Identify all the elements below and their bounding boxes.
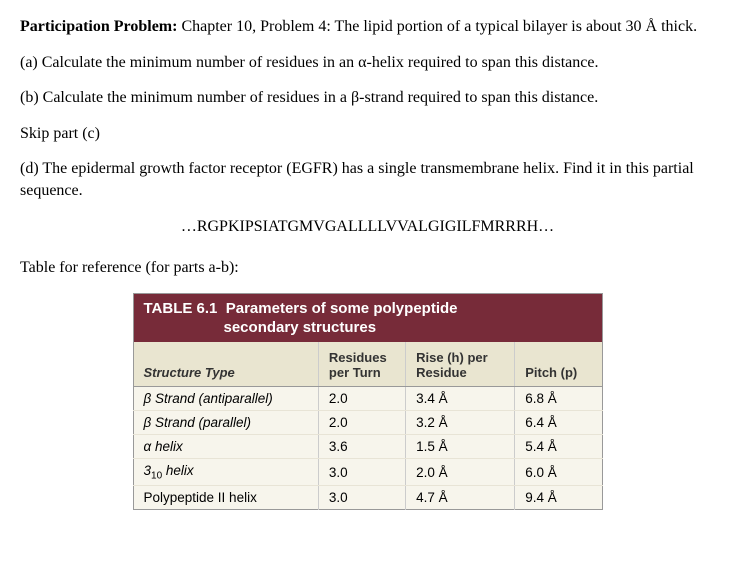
- table-header-row: Structure Type Residues per Turn Rise (h…: [133, 342, 602, 387]
- problem-label: Participation Problem: [20, 18, 172, 35]
- cell-rise: 3.2 Å: [406, 410, 515, 434]
- col-rise: Rise (h) per Residue: [406, 342, 515, 387]
- cell-rise: 1.5 Å: [406, 434, 515, 458]
- cell-pitch: 5.4 Å: [515, 434, 602, 458]
- part-b: (b) Calculate the minimum number of resi…: [20, 87, 715, 109]
- table-row: β Strand (antiparallel)2.03.4 Å6.8 Å: [133, 386, 602, 410]
- cell-residues: 2.0: [318, 386, 405, 410]
- cell-residues: 3.0: [318, 486, 405, 510]
- col-pitch: Pitch (p): [515, 342, 602, 387]
- cell-pitch: 9.4 Å: [515, 486, 602, 510]
- table-title-row: TABLE 6.1 Parameters of some polypeptide…: [133, 293, 602, 342]
- skip-c: Skip part (c): [20, 123, 715, 145]
- cell-residues: 3.0: [318, 458, 405, 486]
- cell-rise: 3.4 Å: [406, 386, 515, 410]
- secondary-structure-table: TABLE 6.1 Parameters of some polypeptide…: [133, 293, 603, 511]
- col-structure: Structure Type: [133, 342, 318, 387]
- cell-pitch: 6.4 Å: [515, 410, 602, 434]
- table-body: β Strand (antiparallel)2.03.4 Å6.8 Åβ St…: [133, 386, 602, 510]
- part-a: (a) Calculate the minimum number of resi…: [20, 52, 715, 74]
- problem-intro: Participation Problem: Chapter 10, Probl…: [20, 16, 715, 38]
- cell-structure: β Strand (parallel): [133, 410, 318, 434]
- table-row: β Strand (parallel)2.03.2 Å6.4 Å: [133, 410, 602, 434]
- problem-ref: Chapter 10, Problem 4:: [181, 18, 330, 35]
- col-residues: Residues per Turn: [318, 342, 405, 387]
- cell-pitch: 6.0 Å: [515, 458, 602, 486]
- cell-pitch: 6.8 Å: [515, 386, 602, 410]
- cell-residues: 2.0: [318, 410, 405, 434]
- table-container: TABLE 6.1 Parameters of some polypeptide…: [20, 293, 715, 511]
- part-d: (d) The epidermal growth factor receptor…: [20, 158, 715, 201]
- cell-residues: 3.6: [318, 434, 405, 458]
- table-row: 310 helix3.02.0 Å6.0 Å: [133, 458, 602, 486]
- table-number: TABLE 6.1: [144, 300, 218, 317]
- table-row: Polypeptide II helix3.04.7 Å9.4 Å: [133, 486, 602, 510]
- table-title: Parameters of some polypeptide: [226, 300, 458, 317]
- cell-structure: Polypeptide II helix: [133, 486, 318, 510]
- table-row: α helix3.61.5 Å5.4 Å: [133, 434, 602, 458]
- cell-structure: β Strand (antiparallel): [133, 386, 318, 410]
- egfr-sequence: …RGPKIPSIATGMVGALLLLVVALGIGILFMRRRH…: [20, 216, 715, 238]
- problem-intro-text: The lipid portion of a typical bilayer i…: [334, 18, 697, 35]
- cell-structure: α helix: [133, 434, 318, 458]
- table-subtitle: secondary structures: [144, 319, 592, 336]
- cell-rise: 2.0 Å: [406, 458, 515, 486]
- table-ref-note: Table for reference (for parts a-b):: [20, 257, 715, 279]
- cell-rise: 4.7 Å: [406, 486, 515, 510]
- cell-structure: 310 helix: [133, 458, 318, 486]
